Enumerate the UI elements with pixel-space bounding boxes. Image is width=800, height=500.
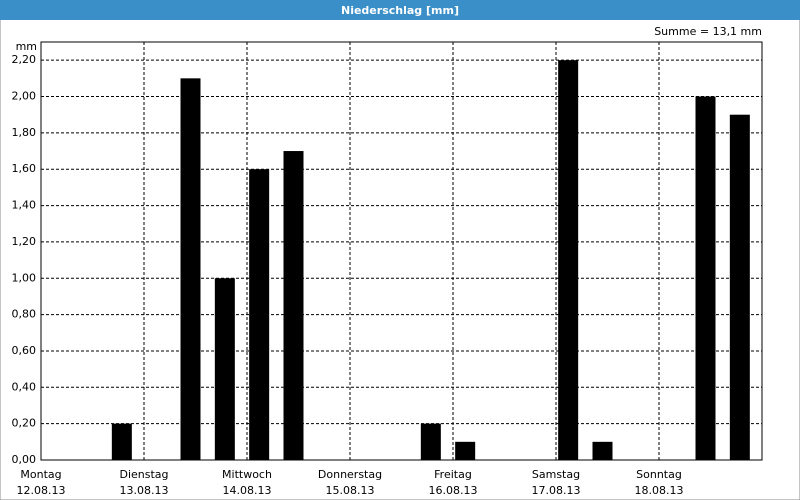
- day-label: Samstag: [532, 468, 580, 481]
- day-label: Freitag: [434, 468, 472, 481]
- y-tick-label: 1,20: [12, 235, 37, 248]
- y-unit: mm: [16, 40, 37, 53]
- y-tick-label: 1,00: [12, 271, 37, 284]
- title-bar: [0, 0, 800, 20]
- date-label: 16.08.13: [429, 484, 478, 497]
- y-tick-label: 0,20: [12, 417, 37, 430]
- date-label: 14.08.13: [223, 484, 272, 497]
- day-label: Dienstag: [119, 468, 168, 481]
- date-label: 17.08.13: [532, 484, 581, 497]
- day-label: Mittwoch: [222, 468, 272, 481]
- sum-annotation: Summe = 13,1 mm: [654, 25, 762, 38]
- bar: [729, 114, 750, 461]
- date-label: 18.08.13: [635, 484, 684, 497]
- bar: [283, 151, 304, 461]
- bar: [592, 441, 613, 460]
- y-tick-label: 0,60: [12, 344, 37, 357]
- day-label: Montag: [20, 468, 61, 481]
- bar: [420, 423, 441, 460]
- bar: [558, 60, 579, 460]
- y-tick-label: 0,80: [12, 308, 37, 321]
- y-tick-label: 0,00: [12, 453, 37, 466]
- day-label: Sonntag: [636, 468, 682, 481]
- bar: [180, 78, 201, 460]
- bar: [455, 441, 476, 460]
- y-tick-label: 1,60: [12, 162, 37, 175]
- y-tick-label: 2,20: [12, 53, 37, 66]
- y-tick-label: 1,80: [12, 126, 37, 139]
- y-tick-label: 1,40: [12, 199, 37, 212]
- bar: [249, 169, 270, 460]
- bar: [695, 96, 716, 461]
- window-title: Niederschlag [mm]: [341, 4, 459, 17]
- y-tick-label: 2,00: [12, 90, 37, 103]
- bar: [111, 423, 132, 460]
- date-label: 13.08.13: [120, 484, 169, 497]
- day-label: Donnerstag: [318, 468, 382, 481]
- date-label: 15.08.13: [326, 484, 375, 497]
- date-label: 12.08.13: [17, 484, 66, 497]
- y-tick-label: 0,40: [12, 380, 37, 393]
- bar: [214, 278, 235, 460]
- plot-frame: [40, 41, 763, 461]
